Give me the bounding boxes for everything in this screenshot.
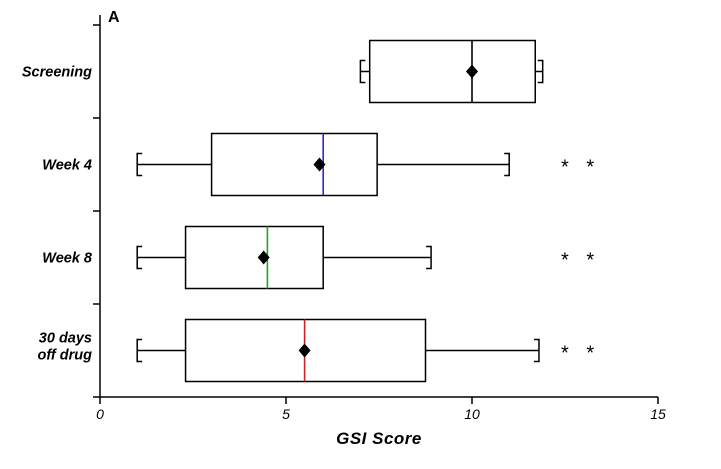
box <box>184 225 324 290</box>
whisker-cap-high <box>426 245 432 270</box>
x-axis-title: GSI Score <box>336 429 422 448</box>
box-row-1: Week 4 * * <box>42 132 600 197</box>
box-row-2: Week 8 * * <box>42 225 600 290</box>
x-tick-label: 15 <box>650 406 666 422</box>
mean-marker <box>257 250 270 265</box>
whisker-cap-low <box>136 338 143 363</box>
mean-marker <box>298 343 311 358</box>
whisker-cap-low <box>136 152 143 177</box>
box <box>210 132 378 197</box>
whisker-cap-high <box>537 59 544 84</box>
x-tick-label: 0 <box>96 406 104 422</box>
category-label: 30 days off drug <box>38 331 93 364</box>
panel-label: A <box>108 9 120 26</box>
x-tick-label: 10 <box>464 406 480 422</box>
whisker-cap-low <box>136 245 143 270</box>
mean-marker <box>466 64 478 79</box>
significance-marker: * * <box>561 157 600 179</box>
box <box>368 39 536 104</box>
category-label: Week 4 <box>42 158 92 174</box>
mean-marker <box>313 157 326 172</box>
significance-marker: * * <box>561 343 600 365</box>
category-label: Screening <box>22 65 92 81</box>
significance-marker: * * <box>561 250 600 272</box>
category-label: Week 8 <box>42 251 93 267</box>
x-tick-label: 5 <box>282 406 290 422</box>
whisker-cap-high <box>504 152 510 177</box>
whisker-cap-low <box>359 59 366 84</box>
whisker-cap-high <box>533 338 540 363</box>
box-row-3: 30 days off drug * * <box>38 318 600 383</box>
box-row-0: Screening <box>22 39 544 104</box>
